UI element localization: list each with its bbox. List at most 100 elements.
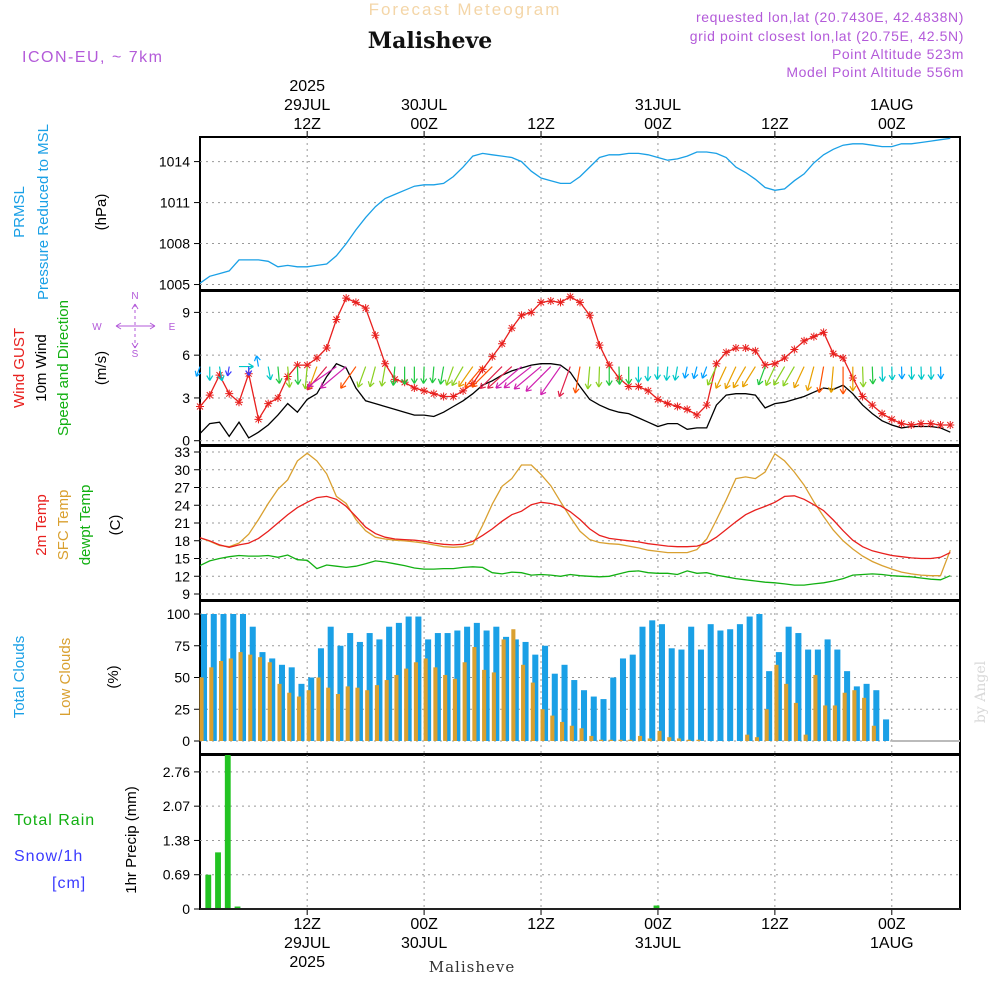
wind-gust-marker-63 xyxy=(809,332,818,341)
low-cloud-bar-5 xyxy=(248,654,253,741)
wind-gust-marker-35 xyxy=(537,298,546,307)
cloud-side-labels: Total Clouds Low Clouds (%) xyxy=(11,636,122,719)
low-cloud-bar-34 xyxy=(530,682,535,741)
pressure-ytick-label-2: 1011 xyxy=(160,195,190,211)
top-time-axis: 2025 29JUL 12Z 30JUL 00Z 12Z 31JUL 00Z 12Z 1AUG 00… xyxy=(284,78,914,137)
wind-arrow-57 xyxy=(742,366,756,388)
low-cloud-bar-32 xyxy=(511,629,516,741)
precip-ytick-label-2: 1.38 xyxy=(163,832,190,848)
wind-arrow-24 xyxy=(429,366,437,384)
watermark: by Angel xyxy=(973,660,989,723)
total-cloud-bar-43 xyxy=(619,658,627,741)
low-cloud-bar-9 xyxy=(287,692,292,741)
total-cloud-bar-18 xyxy=(376,639,383,741)
total-cloud-bar-10 xyxy=(298,683,305,741)
low-cloud-bar-68 xyxy=(862,697,867,741)
wind-arrow-69 xyxy=(869,366,877,385)
wind-gust-marker-77 xyxy=(946,421,955,430)
wind-arrow-46 xyxy=(644,366,652,382)
total-cloud-bar-37 xyxy=(561,664,568,741)
low-cloud-bar-58 xyxy=(764,709,769,741)
wind-arrow-37 xyxy=(540,366,562,396)
wind-arrow-10 xyxy=(294,366,302,385)
total-cloud-bar-50 xyxy=(688,626,695,741)
rain-bar-3 xyxy=(234,906,241,909)
low-cloud-bar-43 xyxy=(618,739,623,741)
wind-arrow-22 xyxy=(410,366,418,384)
wind-gust-marker-65 xyxy=(829,349,838,358)
temp-sfc-label: SFC Temp xyxy=(55,490,72,561)
total-cloud-bar-6 xyxy=(259,652,266,741)
wind-arrow-65 xyxy=(827,366,835,393)
total-cloud-bar-66 xyxy=(844,671,851,741)
low-clouds-label: Low Clouds xyxy=(57,638,74,716)
low-cloud-bar-18 xyxy=(374,685,379,741)
compass-arrowheads xyxy=(115,303,156,349)
total-cloud-bar-8 xyxy=(278,664,285,741)
rain-bar-2 xyxy=(224,755,231,909)
total-cloud-bar-56 xyxy=(746,616,753,741)
top-time-label-4-0: 12Z xyxy=(761,116,789,133)
top-time-label-5-0: 1AUG xyxy=(870,97,914,114)
wind-unit: (m/s) xyxy=(93,351,110,385)
pressure-label-short: PRMSL xyxy=(11,186,28,238)
wind-arrow-20 xyxy=(390,366,398,386)
total-cloud-bar-5 xyxy=(249,626,256,741)
low-cloud-bar-24 xyxy=(433,667,438,741)
low-cloud-bar-0 xyxy=(199,677,204,741)
low-cloud-bar-27 xyxy=(462,662,467,741)
low-cloud-bar-67 xyxy=(852,690,857,741)
total-cloud-bar-62 xyxy=(805,649,812,741)
wind-gust-marker-50 xyxy=(683,405,692,414)
clouds-unit: (%) xyxy=(105,665,122,688)
wind-gust-marker-68 xyxy=(858,392,867,401)
wind-arrow-71 xyxy=(888,366,896,381)
wind-gust-marker-2 xyxy=(215,371,224,380)
wind-gust-marker-74 xyxy=(917,419,926,428)
pressure-side-labels: PRMSL Pressure Reduced to MSL (hPa) xyxy=(11,124,110,300)
compass-s: S xyxy=(132,349,139,360)
total-cloud-bar-65 xyxy=(834,649,841,741)
compass-n: N xyxy=(131,291,138,302)
wind-gust-marker-7 xyxy=(264,399,273,408)
point-altitude: Point Altitude 523m xyxy=(832,46,964,62)
low-cloud-bar-56 xyxy=(745,734,750,741)
model-altitude: Model Point Altitude 556m xyxy=(786,64,964,80)
wind-arrow-14 xyxy=(307,366,337,388)
requested-coords: requested lon,lat (20.7430E, 42.4838N) xyxy=(696,9,964,25)
total-cloud-bar-9 xyxy=(288,667,295,741)
wind-gust-marker-59 xyxy=(770,359,779,368)
wind-arrow-27 xyxy=(451,366,464,387)
total-cloud-bar-42 xyxy=(610,677,617,741)
low-cloud-bar-65 xyxy=(832,705,837,741)
bottom-time-label-0-2: 2025 xyxy=(289,954,325,971)
wind-gust-marker-10 xyxy=(293,361,302,370)
total-cloud-bar-3 xyxy=(230,614,237,741)
low-cloud-bar-38 xyxy=(569,725,574,741)
total-cloud-bar-48 xyxy=(668,648,675,741)
wind-gust-marker-16 xyxy=(351,298,360,307)
total-cloud-bar-20 xyxy=(395,622,402,741)
temp-dewpt-line xyxy=(199,554,951,586)
top-time-label-0-2: 12Z xyxy=(293,116,321,133)
wind-arrow-6 xyxy=(253,355,261,367)
pressure-frame xyxy=(199,136,961,291)
wind-arrow-55 xyxy=(724,366,737,390)
wind-gust-marker-20 xyxy=(390,375,399,384)
wind-gust-marker-42 xyxy=(605,361,614,370)
wind-arrow-33 xyxy=(495,366,522,389)
wind-arrow-54 xyxy=(714,366,727,389)
total-cloud-bar-52 xyxy=(707,624,714,741)
low-cloud-bar-57 xyxy=(754,737,759,741)
low-cloud-bar-15 xyxy=(345,686,350,741)
low-cloud-bar-64 xyxy=(823,705,828,741)
wind-arrow-72 xyxy=(898,366,906,380)
wind-gust-label: Wind GUST xyxy=(11,328,28,408)
wind-arrow-16 xyxy=(340,366,357,389)
wind-gust-marker-48 xyxy=(663,399,672,408)
top-time-label-2-0: 12Z xyxy=(527,116,555,133)
total-cloud-bar-36 xyxy=(551,673,558,741)
temp-2m-label: 2m Temp xyxy=(33,494,50,555)
low-cloud-bar-42 xyxy=(608,739,613,741)
low-cloud-bar-1 xyxy=(209,667,214,741)
